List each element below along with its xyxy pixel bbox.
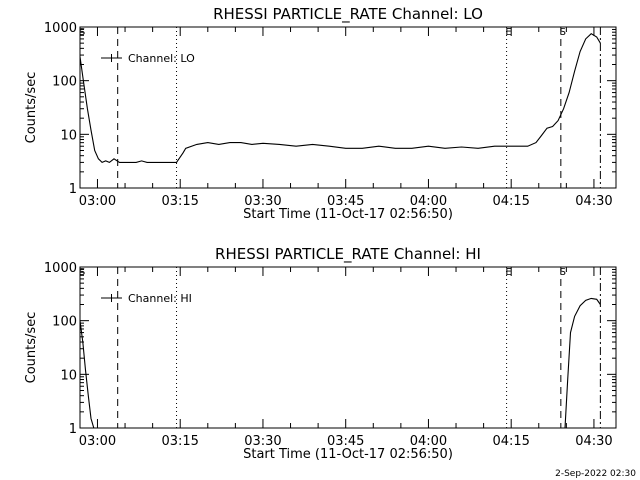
x-tick-label: 03:00: [79, 434, 116, 449]
footer-timestamp: 2-Sep-2022 02:30: [555, 469, 636, 479]
x-tick-label: 04:00: [410, 194, 447, 209]
y-tick-label: 100: [52, 315, 77, 330]
event-marker-label: E: [505, 27, 511, 38]
y-tick-label: 100: [52, 75, 77, 90]
x-tick-label: 03:30: [244, 434, 281, 449]
chart-title: RHESSI PARTICLE_RATE Channel: LO: [213, 5, 483, 24]
y-tick-label: 1000: [44, 21, 77, 36]
x-tick-label: 04:30: [575, 434, 612, 449]
y-tick-label: 1000: [44, 261, 77, 276]
x-tick-label: 03:15: [161, 434, 198, 449]
series-line: [80, 297, 601, 428]
x-tick-label: 03:15: [161, 194, 198, 209]
event-marker-label: E: [505, 267, 511, 278]
legend-label: Channel: HI: [128, 292, 192, 305]
y-axis-label: Counts/sec: [24, 72, 39, 144]
y-tick-label: 1: [69, 182, 77, 197]
y-tick-label: 10: [60, 128, 77, 143]
chart-title: RHESSI PARTICLE_RATE Channel: HI: [215, 245, 481, 264]
x-tick-label: 03:00: [79, 194, 116, 209]
x-tick-label: 03:30: [244, 194, 281, 209]
x-tick-label: 03:45: [327, 194, 364, 209]
x-tick-label: 04:00: [410, 434, 447, 449]
event-marker-label: S: [560, 27, 566, 38]
series-line: [80, 33, 601, 164]
y-axis-label: Counts/sec: [24, 312, 39, 384]
event-marker-label: S: [79, 267, 85, 278]
event-marker-label: S: [560, 267, 566, 278]
x-tick-label: 04:30: [575, 194, 612, 209]
y-tick-label: 10: [60, 368, 77, 383]
x-tick-label: 04:15: [492, 194, 529, 209]
legend-label: Channel: LO: [128, 52, 195, 65]
x-tick-label: 04:15: [492, 434, 529, 449]
event-marker-label: S: [79, 27, 85, 38]
y-tick-label: 1: [69, 422, 77, 437]
x-axis-label: Start Time (11-Oct-17 02:56:50): [243, 207, 453, 222]
x-axis-label: Start Time (11-Oct-17 02:56:50): [243, 447, 453, 462]
x-tick-label: 03:45: [327, 434, 364, 449]
